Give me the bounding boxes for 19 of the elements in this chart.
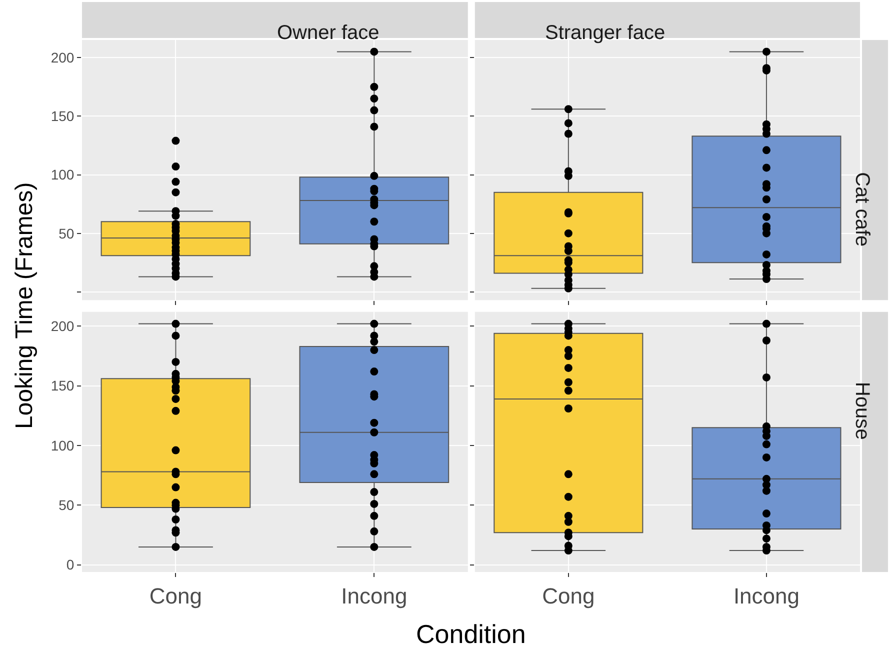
x-tick-label: Incong: [341, 583, 408, 608]
x-tick-label: Cong: [542, 583, 595, 608]
y-tick-label: 50: [58, 225, 74, 242]
y-tick-label: 100: [50, 166, 74, 183]
chart-title: Owner face: [277, 22, 380, 44]
y-tick-label: 0: [66, 556, 74, 573]
annotation: Cat cafe: [851, 172, 874, 247]
y-tick-label: 100: [50, 437, 74, 454]
y-tick-label: 150: [50, 378, 74, 394]
annotation: House: [850, 382, 873, 440]
x-tick-label: Cong: [149, 583, 202, 608]
y-tick-label: 50: [58, 497, 74, 514]
y-tick-label: 150: [50, 108, 74, 124]
chart-title: Stranger face: [545, 22, 666, 44]
x-tick-label: Incong: [733, 583, 800, 608]
y-axis-title: Looking Time (Frames): [11, 182, 38, 429]
x-axis-title: Condition: [416, 619, 526, 649]
y-tick-label: 200: [50, 49, 74, 66]
y-tick-label: 200: [50, 318, 74, 334]
